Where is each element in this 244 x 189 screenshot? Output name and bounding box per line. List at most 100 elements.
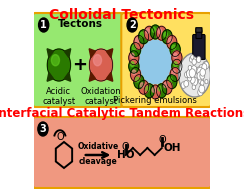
Circle shape	[152, 27, 156, 32]
Circle shape	[129, 51, 139, 65]
Circle shape	[199, 65, 204, 72]
Text: O: O	[57, 132, 64, 142]
Text: 2: 2	[129, 20, 135, 30]
Circle shape	[39, 18, 49, 32]
Text: Pickering emulsions: Pickering emulsions	[113, 96, 197, 105]
Circle shape	[201, 80, 204, 85]
Circle shape	[203, 61, 208, 68]
Text: O: O	[158, 135, 166, 145]
Polygon shape	[89, 49, 96, 58]
Circle shape	[196, 67, 201, 74]
Polygon shape	[89, 72, 96, 81]
Circle shape	[172, 45, 175, 50]
Circle shape	[158, 29, 162, 34]
FancyBboxPatch shape	[33, 117, 211, 188]
Circle shape	[158, 86, 162, 91]
Circle shape	[146, 86, 150, 91]
Circle shape	[170, 43, 180, 57]
Circle shape	[129, 59, 139, 73]
Circle shape	[191, 55, 194, 59]
Circle shape	[189, 57, 193, 62]
Circle shape	[191, 66, 197, 75]
Circle shape	[150, 25, 161, 39]
Text: Acidic
catalyst: Acidic catalyst	[42, 87, 75, 106]
Circle shape	[139, 40, 171, 84]
Text: Oxidation
catalyst: Oxidation catalyst	[81, 87, 121, 106]
Circle shape	[167, 35, 177, 49]
Circle shape	[156, 26, 167, 40]
Circle shape	[47, 49, 71, 81]
Circle shape	[192, 85, 195, 90]
Circle shape	[164, 83, 167, 88]
Text: +: +	[72, 56, 87, 74]
FancyBboxPatch shape	[33, 13, 123, 107]
Circle shape	[162, 30, 172, 44]
Circle shape	[184, 80, 189, 87]
Polygon shape	[106, 49, 113, 58]
Circle shape	[190, 76, 195, 83]
Circle shape	[186, 70, 191, 76]
Circle shape	[150, 85, 161, 99]
Circle shape	[131, 62, 134, 67]
Circle shape	[191, 77, 198, 86]
Circle shape	[164, 32, 167, 37]
Circle shape	[51, 55, 60, 66]
Circle shape	[186, 69, 193, 78]
Circle shape	[170, 67, 180, 81]
Circle shape	[169, 38, 172, 43]
Circle shape	[144, 84, 154, 98]
Text: Colloidal Tectonics: Colloidal Tectonics	[50, 8, 194, 22]
Text: Oxidative: Oxidative	[77, 142, 119, 151]
Polygon shape	[64, 49, 71, 58]
Circle shape	[146, 29, 150, 34]
Text: Tectons: Tectons	[58, 19, 103, 29]
Text: 3: 3	[40, 124, 46, 134]
Circle shape	[198, 89, 203, 96]
Circle shape	[131, 67, 141, 81]
Circle shape	[173, 53, 177, 58]
Circle shape	[200, 69, 205, 76]
Circle shape	[173, 62, 177, 67]
Circle shape	[197, 67, 204, 77]
Circle shape	[131, 53, 134, 58]
Text: 1: 1	[40, 20, 47, 30]
Polygon shape	[47, 49, 53, 58]
Circle shape	[89, 49, 112, 81]
Circle shape	[167, 75, 177, 89]
Circle shape	[169, 77, 172, 82]
Circle shape	[131, 43, 141, 57]
Text: OH: OH	[163, 143, 181, 153]
Circle shape	[172, 59, 182, 73]
FancyBboxPatch shape	[196, 29, 202, 39]
Circle shape	[134, 35, 144, 49]
Circle shape	[139, 80, 149, 94]
Circle shape	[93, 55, 102, 66]
FancyBboxPatch shape	[196, 28, 202, 32]
Circle shape	[140, 83, 144, 88]
Circle shape	[184, 72, 189, 78]
Polygon shape	[64, 72, 71, 81]
Circle shape	[179, 53, 211, 97]
Circle shape	[192, 59, 196, 65]
Circle shape	[204, 62, 209, 69]
Circle shape	[134, 75, 144, 89]
FancyBboxPatch shape	[121, 13, 211, 107]
Circle shape	[172, 51, 182, 65]
Circle shape	[152, 88, 156, 92]
Polygon shape	[106, 72, 113, 81]
Text: HO: HO	[117, 150, 134, 160]
Circle shape	[199, 85, 205, 93]
Circle shape	[197, 72, 203, 80]
Circle shape	[139, 30, 149, 44]
Circle shape	[202, 64, 207, 70]
Polygon shape	[47, 72, 53, 81]
Text: O: O	[122, 142, 129, 152]
Circle shape	[127, 18, 137, 32]
Circle shape	[188, 65, 192, 70]
Circle shape	[162, 80, 172, 94]
Circle shape	[200, 72, 205, 79]
Circle shape	[136, 38, 139, 43]
Circle shape	[199, 78, 203, 84]
Circle shape	[156, 84, 167, 98]
Text: Interfacial Catalytic Tandem Reactions: Interfacial Catalytic Tandem Reactions	[0, 107, 244, 120]
